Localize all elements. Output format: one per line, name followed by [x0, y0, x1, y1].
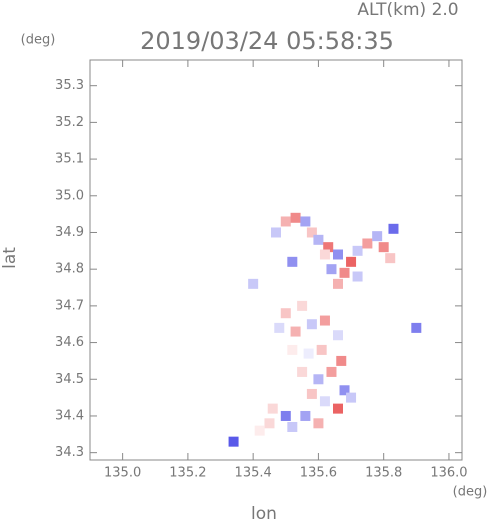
- y-tick-label: 34.8: [55, 262, 84, 277]
- y-unit: (deg): [21, 33, 56, 48]
- radar-cell: [352, 271, 363, 282]
- x-tick-label: 135.6: [300, 466, 337, 481]
- radar-cell: [280, 308, 291, 319]
- radar-cell: [316, 344, 327, 355]
- y-tick-label: 35.3: [55, 78, 84, 93]
- radar-cell: [287, 421, 298, 432]
- radar-cell: [352, 245, 363, 256]
- radar-cell: [300, 410, 311, 421]
- x-tick-label: 135.0: [104, 466, 141, 481]
- radar-cell: [319, 315, 330, 326]
- radar-cell: [300, 216, 311, 227]
- chart-title: 2019/03/24 05:58:35: [140, 27, 394, 55]
- radar-cell: [326, 366, 337, 377]
- radar-cell: [378, 242, 389, 253]
- y-tick-label: 34.9: [55, 225, 84, 240]
- x-tick-label: 135.2: [169, 466, 206, 481]
- radar-cell: [319, 249, 330, 260]
- radar-cell: [306, 319, 317, 330]
- radar-cell: [267, 403, 278, 414]
- x-tick-label: 135.4: [235, 466, 272, 481]
- radar-cell: [313, 418, 324, 429]
- radar-cell: [346, 256, 357, 267]
- y-tick-label: 34.3: [55, 445, 84, 460]
- radar-cell: [306, 388, 317, 399]
- radar-cell: [287, 344, 298, 355]
- radar-cell: [333, 403, 343, 414]
- radar-cell: [333, 249, 343, 260]
- y-tick-label: 34.7: [55, 298, 84, 313]
- x-tick-label: 136.0: [430, 466, 467, 481]
- y-tick-label: 35.0: [55, 188, 84, 203]
- radar-cell: [228, 436, 239, 447]
- subtitle: ALT(km) 2.0: [357, 0, 458, 20]
- radar-cell: [290, 326, 301, 337]
- radar-cell: [333, 330, 343, 341]
- radar-cell: [264, 418, 275, 429]
- radar-cell: [385, 253, 396, 264]
- radar-cell: [372, 231, 383, 242]
- radar-cell: [280, 410, 291, 421]
- x-tick-label: 135.8: [365, 466, 402, 481]
- radar-cell: [362, 238, 373, 249]
- radar-cell: [313, 374, 324, 385]
- radar-cell: [248, 278, 259, 289]
- radar-cell: [290, 212, 301, 223]
- radar-cell: [339, 385, 350, 396]
- y-tick-label: 34.4: [55, 408, 84, 423]
- y-axis-label: lat: [0, 247, 20, 269]
- radar-cell: [388, 223, 399, 234]
- plot-frame: [89, 59, 463, 461]
- x-axis-label: lon: [251, 504, 277, 521]
- radar-cell: [326, 264, 337, 275]
- y-tick-label: 35.1: [55, 152, 84, 167]
- y-tick-label: 35.2: [55, 115, 84, 130]
- radar-cell: [339, 267, 350, 278]
- radar-cell: [297, 300, 308, 311]
- radar-cell: [297, 366, 308, 377]
- y-tick-label: 34.6: [55, 335, 84, 350]
- radar-cell: [336, 355, 347, 366]
- radar-cell: [346, 392, 357, 403]
- radar-cell: [333, 278, 343, 289]
- y-tick-label: 34.5: [55, 372, 84, 387]
- radar-cell: [274, 322, 285, 333]
- radar-cell: [319, 396, 330, 407]
- radar-cell: [303, 348, 314, 359]
- radar-cell: [411, 322, 422, 333]
- x-unit: (deg): [453, 485, 488, 500]
- radar-cell: [313, 234, 324, 245]
- radar-cell: [287, 256, 298, 267]
- radar-cell: [306, 227, 317, 238]
- radar-cell: [271, 227, 281, 238]
- radar-cell: [280, 216, 291, 227]
- radar-cell: [254, 425, 265, 436]
- radar-cell: [323, 242, 334, 253]
